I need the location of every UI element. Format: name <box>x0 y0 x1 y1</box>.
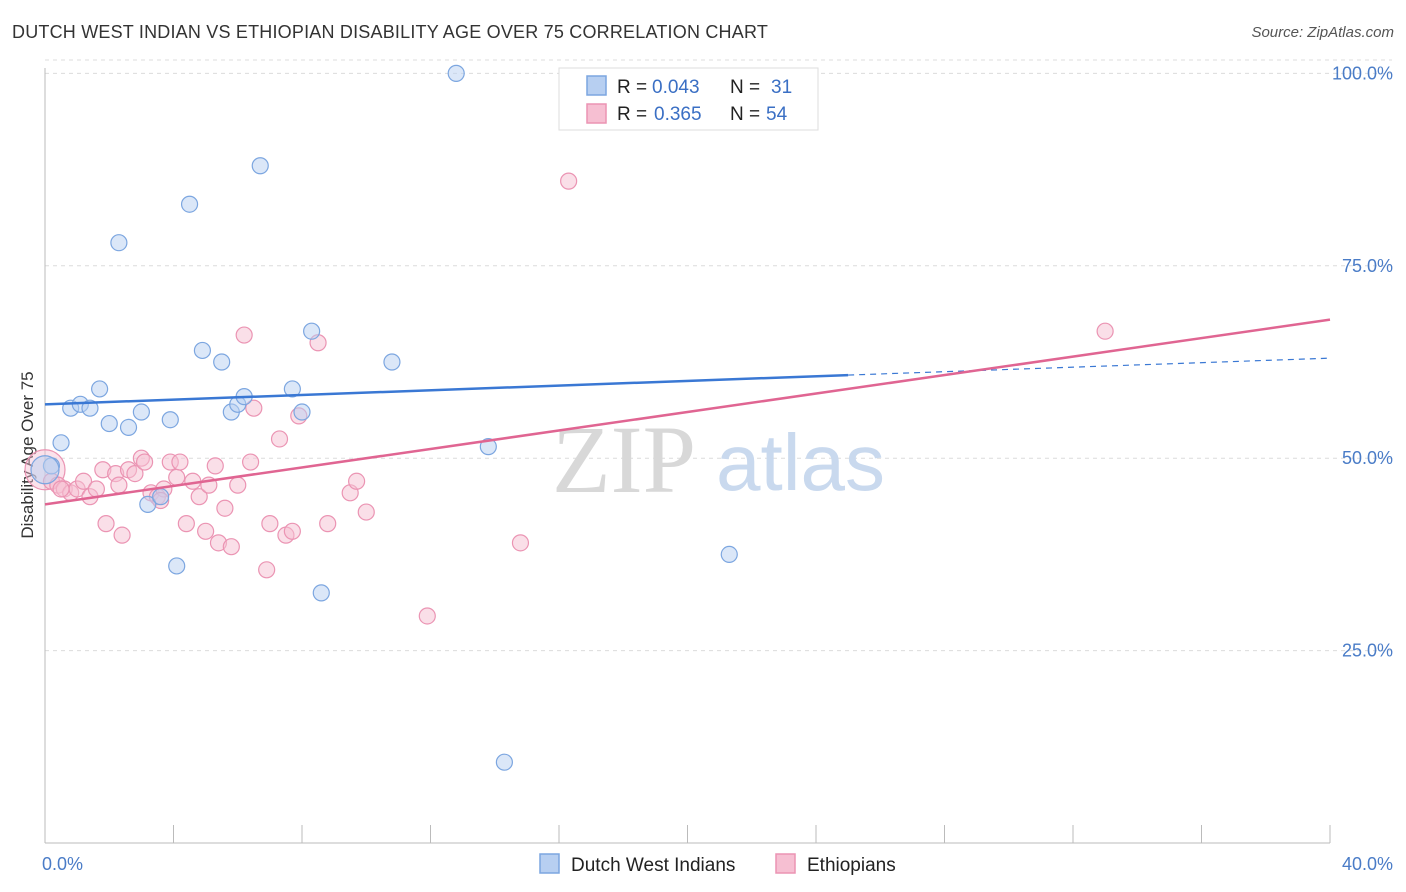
ethiopians-point <box>216 499 234 517</box>
ethiopians-point <box>110 476 128 494</box>
y-tick-label: 75.0% <box>1342 256 1393 276</box>
ethiopians-point <box>348 472 366 490</box>
x-tick-label: 40.0% <box>1342 854 1393 874</box>
y-tick-label: 25.0% <box>1342 641 1393 661</box>
ethiopians-point <box>168 468 186 487</box>
trend-lines <box>44 318 1331 506</box>
ethiopians-point <box>74 472 93 490</box>
watermark-atlas: atlas <box>716 418 885 507</box>
ethiopians-point <box>97 515 115 533</box>
ethiopians-point <box>270 430 289 448</box>
ethiopians-point <box>245 399 263 417</box>
legend-r-label-2: R = <box>617 104 647 125</box>
ethiopians-point <box>206 457 224 475</box>
dutch-west-indians-point <box>180 195 199 213</box>
ethiopians-point <box>242 453 260 471</box>
dutch-west-indians-point <box>383 353 401 371</box>
dutch-west-indians-point <box>52 434 70 452</box>
ethiopians-trend-line <box>44 318 1331 506</box>
dutch-west-indians-point <box>139 495 157 513</box>
ethiopians-point <box>197 522 215 540</box>
ethiopians-point <box>52 480 70 498</box>
dutch-west-indians-point <box>100 414 118 433</box>
ethiopians-point <box>357 503 375 521</box>
ethiopians-point <box>87 480 106 498</box>
dutch-west-indians-point <box>312 584 330 602</box>
x-tick-label: 0.0% <box>42 854 83 874</box>
dutch-west-indians-point <box>91 380 109 398</box>
series-legend: Dutch West Indians Ethiopians <box>539 853 896 876</box>
x-tick-labels: 0.0% 40.0% <box>42 854 1393 874</box>
bottom-legend-swatch-blue <box>539 853 560 874</box>
ethiopians-point <box>190 488 208 506</box>
watermark-zip: ZIP <box>552 406 696 513</box>
dutch-west-indians-point <box>303 322 321 340</box>
ethiopians-point <box>229 476 247 494</box>
dutch-west-indians-point <box>495 753 513 771</box>
dutch-west-indians-point <box>479 438 497 456</box>
dutch-west-indians-point <box>30 455 60 485</box>
y-tick-label: 100.0% <box>1332 63 1393 83</box>
source-label: Source: ZipAtlas.com <box>1251 24 1394 41</box>
dutch-west-indians-point <box>110 234 128 252</box>
legend-n-value-2: 54 <box>766 104 788 125</box>
chart-title: DUTCH WEST INDIAN VS ETHIOPIAN DISABILIT… <box>12 22 769 42</box>
series-dutch-west-indians-points <box>30 64 738 771</box>
legend-swatch-pink <box>586 103 607 124</box>
ethiopians-point <box>283 522 301 540</box>
dutch-west-indians-trend-line <box>44 373 849 406</box>
ethiopians-point <box>261 515 279 533</box>
ethiopians-point <box>222 538 240 556</box>
y-axis-label: Disability Age Over 75 <box>18 371 37 538</box>
ethiopians-point <box>560 172 578 190</box>
ethiopians-point <box>135 453 154 471</box>
dutch-west-indians-point <box>193 341 212 360</box>
correlation-legend: R = 0.043 N = 31 R = 0.365 N = 54 <box>558 67 819 131</box>
y-tick-label: 50.0% <box>1342 448 1393 468</box>
bottom-legend-swatch-pink <box>775 853 796 874</box>
ethiopians-point <box>126 464 144 483</box>
dutch-west-indians-point <box>161 411 179 429</box>
ethiopians-point <box>235 326 253 344</box>
ethiopians-point <box>511 534 530 552</box>
dutch-west-indians-point <box>152 488 170 506</box>
ethiopians-point <box>319 515 337 533</box>
ethiopians-point <box>113 526 131 544</box>
legend-swatch-blue <box>586 75 607 96</box>
dutch-west-indians-point <box>132 403 150 421</box>
dutch-west-indians-point <box>119 418 138 437</box>
ethiopians-point <box>258 561 276 579</box>
y-tick-labels: 25.0% 50.0% 75.0% 100.0% <box>1332 63 1393 660</box>
dutch-west-indians-trend-extension <box>848 357 1331 376</box>
dutch-west-indians-point <box>283 380 301 398</box>
dutch-west-indians-point <box>81 399 99 417</box>
dutch-west-indians-point <box>251 157 269 175</box>
dutch-west-indians-point <box>213 353 231 371</box>
bottom-legend-label-2: Ethiopians <box>807 855 896 876</box>
ethiopians-point <box>177 515 195 533</box>
ethiopians-point <box>171 453 189 471</box>
ethiopians-point <box>418 607 436 625</box>
dutch-west-indians-point <box>293 403 311 421</box>
ethiopians-point <box>1096 322 1114 340</box>
bottom-legend-label-1: Dutch West Indians <box>571 855 735 876</box>
legend-r-value-1: 0.043 <box>652 77 700 98</box>
legend-r-label-1: R = <box>617 77 647 98</box>
dutch-west-indians-point <box>447 64 465 82</box>
legend-n-label-2: N = <box>730 104 760 125</box>
grid-lines <box>45 59 1392 652</box>
dutch-west-indians-point <box>168 557 186 575</box>
dutch-west-indians-point <box>720 545 738 563</box>
legend-r-value-2: 0.365 <box>654 104 702 125</box>
legend-n-value-1: 31 <box>771 77 792 98</box>
legend-n-label-1: N = <box>730 77 760 98</box>
